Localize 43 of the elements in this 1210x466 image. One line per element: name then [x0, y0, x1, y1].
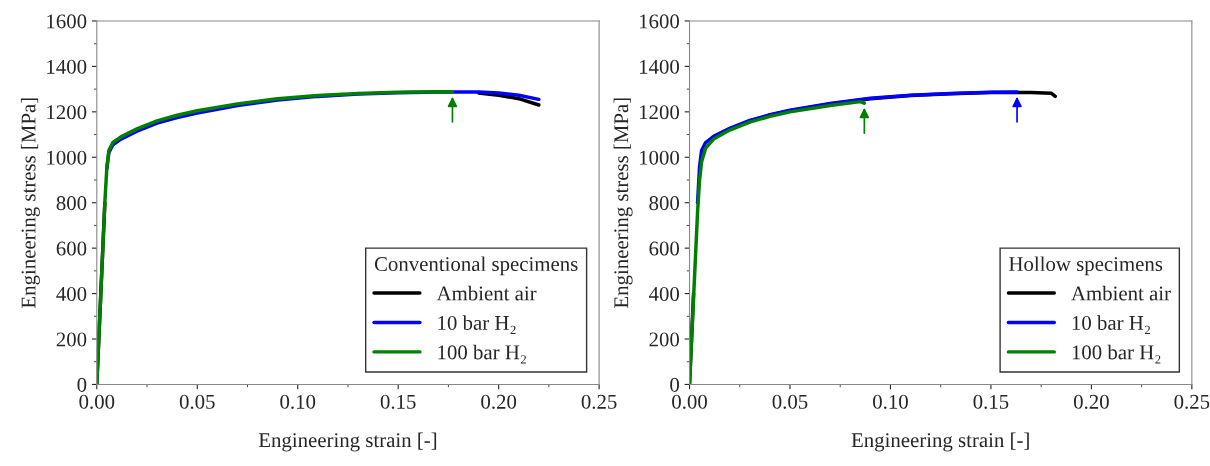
y-tick-label: 1600	[639, 14, 680, 29]
legend-title: Conventional specimens	[374, 256, 578, 276]
y-tick-label: 800	[56, 196, 87, 211]
y-tick-label: 0	[77, 377, 87, 392]
x-tick-label: 0.00	[79, 394, 115, 409]
legend-label: 10 bar H₂	[438, 315, 516, 334]
y-tick-label: 600	[56, 241, 87, 256]
legend-label: 100 bar H₂	[438, 344, 526, 364]
x-tick-label: 0.20	[481, 394, 517, 409]
legend-label: 10 bar H₂	[1072, 315, 1150, 334]
y-tick-label: 600	[649, 241, 680, 256]
x-tick-label: 0.10	[280, 394, 316, 409]
line-series	[689, 99, 867, 385]
x-tick-label: 0.10	[873, 394, 908, 409]
x-tick-label: 0.05	[179, 394, 215, 409]
x-tick-label: 0.25	[581, 394, 617, 409]
y-tick-label: 400	[56, 286, 87, 302]
y-tick-label: 1400	[639, 59, 680, 74]
y-tick-label: 0	[670, 377, 680, 392]
y-tick-label: 800	[649, 196, 680, 211]
y-tick-label: 1000	[639, 150, 680, 165]
y-tick-label: 1600	[47, 14, 87, 29]
y-tick-label: 1200	[47, 105, 87, 120]
y-axis-title: Engineering stress [MPa]	[613, 98, 633, 308]
x-tick-label: 0.05	[772, 394, 808, 409]
legend-label: 100 bar H₂	[1072, 344, 1161, 364]
legend-label: Ambient air	[436, 285, 537, 301]
x-tick-label: 0.25	[1174, 394, 1210, 409]
x-axis-title: Engineering strain [-]	[851, 432, 1029, 452]
y-tick-label: 200	[56, 332, 87, 347]
y-axis-title: Engineering stress [MPa]	[20, 98, 40, 308]
y-tick-label: 1400	[47, 59, 87, 74]
legend-title: Hollow specimens	[1009, 256, 1163, 276]
x-tick-label: 0.15	[380, 394, 416, 409]
y-tick-label: 1000	[47, 150, 87, 165]
x-tick-label: 0.00	[672, 394, 707, 409]
y-tick-label: 1200	[639, 105, 680, 120]
legend-label: Ambient air	[1071, 285, 1171, 301]
y-tick-label: 400	[648, 286, 680, 302]
x-tick-label: 0.20	[1073, 394, 1109, 409]
y-tick-label: 200	[649, 332, 680, 347]
x-tick-label: 0.15	[973, 394, 1009, 409]
x-axis-title: Engineering strain [-]	[258, 432, 437, 452]
